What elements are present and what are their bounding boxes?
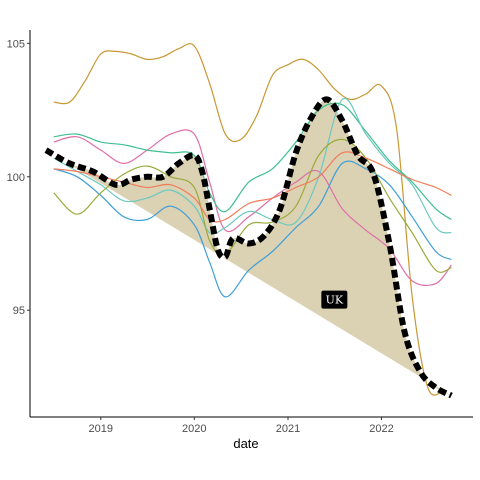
series-line-4 [53, 102, 452, 221]
x-axis-title: date [233, 436, 258, 451]
uk-series-layer [44, 96, 453, 399]
y-tick-label-95: 95 [13, 305, 25, 317]
y-tick-label-105: 105 [7, 38, 25, 50]
x-tick-label-2021: 2021 [276, 423, 300, 435]
series-line-1 [53, 43, 444, 396]
series-lines [53, 43, 452, 396]
annotations: UK [321, 290, 348, 309]
series-line-3 [53, 160, 452, 298]
uk-label-box [321, 290, 348, 309]
shade-layer [46, 99, 452, 396]
series-line-6 [53, 138, 452, 273]
x-tick-label-2019: 2019 [89, 423, 113, 435]
uk-label-text: UK [326, 294, 344, 307]
uk-shaded-region [46, 99, 452, 396]
y-tick-label-100: 100 [7, 172, 25, 184]
series-line-5 [53, 97, 452, 235]
x-tick-label-2020: 2020 [182, 423, 206, 435]
x-tick-label-2022: 2022 [369, 423, 393, 435]
axes: 95 100 105 2019 2020 2021 2022 [7, 30, 473, 435]
uk-series-line [44, 96, 453, 399]
